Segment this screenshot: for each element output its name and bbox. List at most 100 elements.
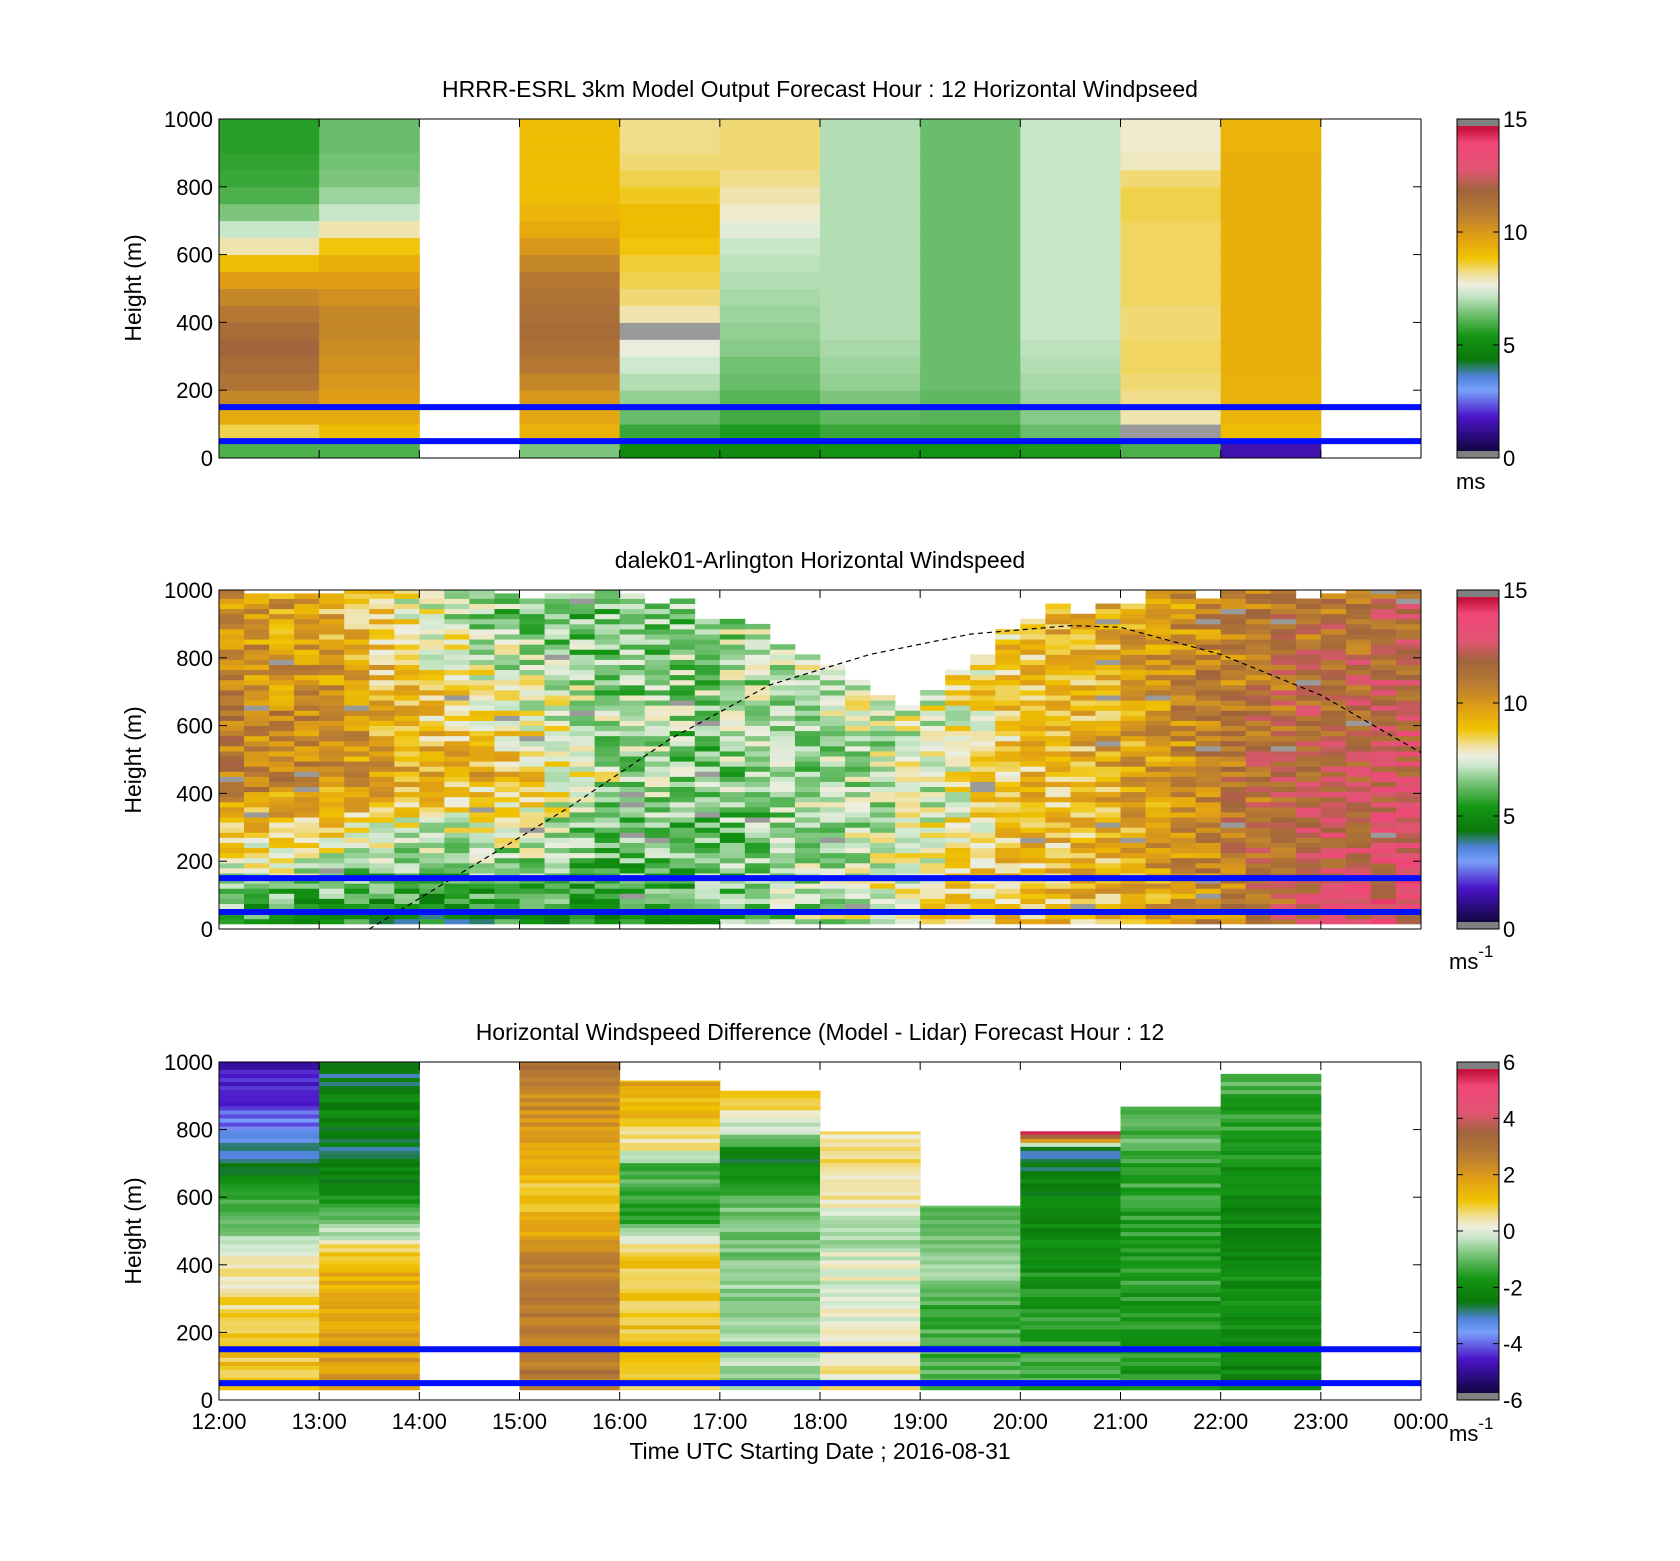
heatmap-cell [319, 1272, 420, 1277]
heatmap-cell [1095, 791, 1121, 798]
heatmap-cell [1220, 1158, 1322, 1164]
heatmap-cell [519, 669, 545, 676]
heatmap-cell [1195, 832, 1222, 838]
heatmap-cell [469, 618, 495, 625]
heatmap-cell [419, 822, 445, 828]
heatmap-cell [1270, 634, 1297, 640]
heatmap-cell [1145, 608, 1171, 615]
heatmap-cell [769, 715, 796, 721]
heatmap-cell [369, 590, 395, 594]
heatmap-cell [569, 674, 596, 681]
heatmap-cell [769, 867, 796, 874]
heatmap-cell [1020, 852, 1046, 859]
heatmap-cell [394, 690, 420, 696]
heatmap-cell [1220, 888, 1247, 894]
heatmap-cell [644, 695, 671, 701]
heatmap-cell [694, 756, 721, 762]
heatmap-cell [319, 812, 345, 818]
heatmap-cell [619, 674, 646, 681]
heatmap-cell [1245, 857, 1272, 864]
heatmap-cell [1295, 786, 1322, 793]
heatmap-cell [519, 322, 621, 340]
heatmap-cell [820, 796, 846, 803]
heatmap-cell [644, 832, 671, 838]
heatmap-cell [945, 837, 971, 843]
heatmap-cell [1395, 898, 1421, 904]
heatmap-cell [794, 806, 821, 813]
heatmap-cell [669, 644, 696, 650]
heatmap-cell [945, 679, 971, 686]
heatmap-cell [519, 1134, 621, 1139]
heatmap-cell [569, 715, 596, 721]
heatmap-cell [1095, 628, 1121, 635]
heatmap-cell [1220, 623, 1247, 630]
heatmap-cell [920, 1235, 1021, 1241]
heatmap-cell [1020, 751, 1046, 757]
heatmap-cell [820, 1353, 921, 1358]
heatmap-cell [970, 837, 996, 843]
heatmap-cell [219, 913, 245, 920]
heatmap-cell [1070, 781, 1096, 788]
heatmap-cell [820, 847, 846, 854]
heatmap-cell [594, 745, 621, 752]
heatmap-cell [945, 735, 971, 742]
heatmap-cell [569, 593, 596, 599]
heatmap-cell [920, 827, 946, 833]
heatmap-cell [444, 659, 470, 665]
heatmap-cell [594, 710, 621, 716]
heatmap-cell [1220, 1365, 1322, 1370]
heatmap-cell [794, 740, 821, 747]
heatmap-cell [1145, 883, 1171, 889]
heatmap-cell [719, 639, 746, 645]
heatmap-cell [1020, 837, 1046, 843]
heatmap-cell [1220, 1130, 1322, 1135]
heatmap-cell [469, 590, 495, 594]
heatmap-cell [1370, 796, 1397, 803]
heatmap-cell [319, 613, 345, 620]
heatmap-cell [269, 893, 295, 899]
heatmap-cell [1295, 598, 1322, 604]
heatmap-cell [744, 628, 771, 635]
heatmap-cell [719, 220, 821, 239]
heatmap-cell [845, 918, 871, 925]
heatmap-cell [219, 756, 245, 762]
heatmap-cell [319, 1130, 420, 1135]
heatmap-cell [619, 1203, 721, 1208]
heatmap-cell [1370, 598, 1397, 604]
heatmap-cell [1270, 893, 1297, 899]
heatmap-cell [319, 700, 345, 706]
heatmap-cell [1120, 1195, 1222, 1200]
heatmap-cell [594, 608, 621, 615]
heatmap-cell [594, 700, 621, 706]
heatmap-cell [469, 806, 495, 813]
heatmap-cell [744, 695, 771, 701]
heatmap-cell [619, 893, 646, 899]
heatmap-cell [1220, 659, 1247, 665]
heatmap-cell [419, 862, 445, 869]
heatmap-cell [544, 684, 570, 691]
heatmap-cell [1395, 801, 1421, 808]
heatmap-cell [469, 710, 495, 716]
heatmap-cell [1370, 913, 1397, 920]
heatmap-cell [1195, 766, 1222, 772]
heatmap-cell [845, 735, 871, 742]
heatmap-cell [970, 654, 996, 660]
heatmap-cell [1170, 590, 1197, 594]
heatmap-cell [694, 674, 721, 681]
heatmap-cell [820, 1365, 921, 1370]
heatmap-cell [870, 740, 896, 747]
heatmap-cell [1070, 766, 1096, 772]
heatmap-cell [1195, 913, 1222, 920]
heatmap-cell [1345, 883, 1372, 889]
heatmap-cell [820, 407, 921, 425]
heatmap-cell [519, 893, 545, 899]
colorbar-tick-label: 15 [1503, 578, 1527, 603]
heatmap-cell [619, 1300, 721, 1306]
heatmap-cell [995, 735, 1021, 742]
heatmap-cell [1045, 730, 1071, 737]
heatmap-cell [1220, 254, 1322, 273]
heatmap-cell [1070, 715, 1096, 721]
heatmap-cell [219, 700, 245, 706]
heatmap-cell [219, 220, 320, 239]
heatmap-cell [920, 720, 946, 726]
